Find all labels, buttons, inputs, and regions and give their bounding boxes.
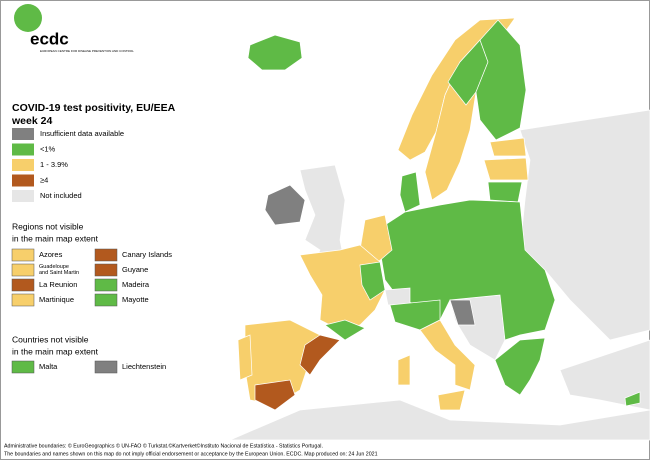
legend-label: ≥4 xyxy=(40,175,48,184)
finland xyxy=(475,19,527,141)
region-label: Guadeloupe and Saint Martin xyxy=(39,264,79,276)
region-swatch xyxy=(11,248,35,262)
legend-swatch xyxy=(12,190,34,202)
region-swatch xyxy=(94,263,118,277)
logo-subtitle: EUROPEAN CENTRE FOR DISEASE PREVENTION A… xyxy=(40,49,134,53)
greece xyxy=(494,337,546,396)
iceland xyxy=(247,34,303,71)
region-label: Martinique xyxy=(39,295,74,304)
france-south xyxy=(324,319,366,341)
title: week 24 xyxy=(11,115,52,127)
region-label: Madeira xyxy=(122,280,150,289)
legend-label: <1% xyxy=(40,144,56,153)
region-label: Azores xyxy=(39,250,63,259)
region-label: Canary Islands xyxy=(122,250,172,259)
ireland xyxy=(264,184,306,226)
region-swatch xyxy=(94,293,118,307)
region-swatch xyxy=(94,248,118,262)
land xyxy=(559,339,650,411)
land xyxy=(229,399,650,441)
spain-east xyxy=(299,334,341,376)
region-swatch xyxy=(11,263,35,277)
legend-swatch xyxy=(12,174,34,187)
benelux xyxy=(359,214,393,263)
latvia xyxy=(483,157,529,181)
legend-label: Not included xyxy=(40,191,82,200)
section-heading: Countries not visible xyxy=(12,334,89,344)
region-swatch xyxy=(94,278,118,292)
section-heading: Regions not visible xyxy=(12,221,84,231)
legend-swatch xyxy=(12,128,34,140)
cyprus xyxy=(624,391,641,407)
region-swatch xyxy=(11,278,35,292)
legend-label: 1 - 3.9% xyxy=(40,160,68,169)
balkans xyxy=(449,299,476,326)
legend-label: Insufficient data available xyxy=(40,129,124,138)
estonia xyxy=(489,137,527,157)
andalusia xyxy=(254,379,296,411)
france-east xyxy=(359,261,386,301)
lithuania xyxy=(487,181,523,203)
region-label: Liechtenstein xyxy=(122,362,166,371)
region-label: Mayotte xyxy=(122,295,149,304)
logo-globe xyxy=(14,4,42,32)
section-heading: in the main map extent xyxy=(12,233,99,243)
switzerland xyxy=(384,287,411,306)
region-swatch xyxy=(11,293,35,307)
region-label: La Reunion xyxy=(39,280,77,289)
legend-swatch xyxy=(12,159,34,171)
region-label: Malta xyxy=(39,362,58,371)
region-label: Guyane xyxy=(122,265,148,274)
region-swatch xyxy=(11,360,35,374)
italy xyxy=(419,319,476,391)
sicily xyxy=(437,389,466,411)
region-swatch xyxy=(94,360,118,374)
footer: The boundaries and names shown on this m… xyxy=(4,451,378,457)
denmark xyxy=(399,171,421,213)
portugal xyxy=(237,334,253,381)
sardinia xyxy=(397,354,411,386)
section-heading: in the main map extent xyxy=(12,346,99,356)
logo-text: ecdc xyxy=(30,29,69,48)
map xyxy=(229,17,650,441)
footer: Administrative boundaries: © EuroGeograp… xyxy=(4,442,323,449)
legend-swatch xyxy=(12,143,34,156)
title: COVID-19 test positivity, EU/EEA xyxy=(12,102,176,114)
